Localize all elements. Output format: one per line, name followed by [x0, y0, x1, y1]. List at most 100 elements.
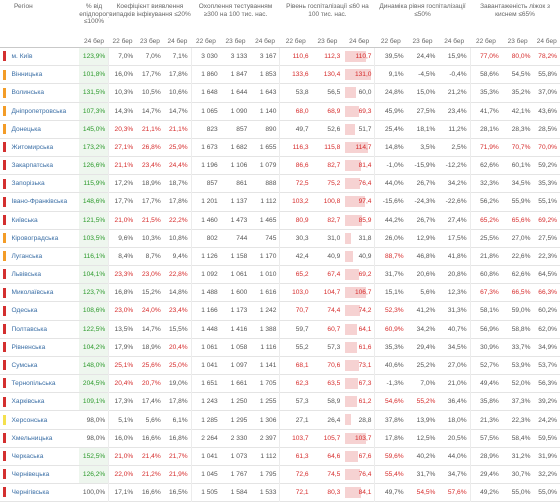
region-name[interactable]: Тернопільська: [11, 380, 56, 388]
oxygen-bed-load: 22,3%: [511, 416, 531, 424]
table-row[interactable]: Черкаська 152,5% 21,0% 21,4% 21,7% 1 041 1 073…: [0, 447, 560, 466]
table-row[interactable]: Сумська 148,0% 25,1% 25,6% 25,0% 1 041 1 097 1 …: [0, 356, 560, 375]
region-name[interactable]: Одеська: [11, 307, 38, 315]
date-header: 22 бер: [108, 37, 137, 48]
oxygen-bed-load: 55,9%: [511, 198, 531, 206]
testing-coverage: 1 126: [190, 247, 221, 266]
hospitalization-level: 68,1: [279, 356, 312, 375]
table-row[interactable]: м. Київ 123,9% 7,0% 7,0% 7,1% 3 030 3 133 3 167…: [0, 47, 560, 66]
table-row[interactable]: Запорізька 115,9% 17,2% 18,9% 18,7% 857 861 888…: [0, 174, 560, 193]
hospitalization-dynamics: 39,5%: [374, 47, 407, 66]
oxygen-bed-load: 32,2%: [538, 471, 557, 479]
table-row[interactable]: Львівська 104,1% 23,3% 23,0% 22,8% 1 092 1 061…: [0, 265, 560, 284]
table-row[interactable]: Закарпатська 126,6% 21,1% 23,4% 24,4% 1 196 1 …: [0, 156, 560, 175]
region-name[interactable]: Волинська: [11, 89, 45, 97]
region-name[interactable]: Луганська: [11, 252, 43, 260]
region-name[interactable]: Вінницька: [11, 71, 43, 79]
hospitalization-level: 27,1: [279, 410, 312, 430]
region-name[interactable]: Кіровоградська: [11, 234, 59, 242]
hospitalization-dynamics: 12,3%: [447, 289, 467, 297]
table-row[interactable]: Чернівецька 126,2% 22,0% 21,2% 21,9% 1 045 1 7…: [0, 465, 560, 484]
testing-coverage: 1 137: [230, 198, 248, 206]
region-name[interactable]: Житомирська: [11, 143, 54, 151]
hospitalization-value: 97,4: [358, 198, 372, 206]
table-row[interactable]: Харківська 109,1% 17,3% 17,4% 17,8% 1 243 1 25…: [0, 392, 560, 411]
detection-coef: 21,7%: [168, 452, 188, 460]
hospitalization-bar: [345, 396, 358, 408]
table-row[interactable]: Тернопільська 204,5% 20,4% 20,7% 19,0% 1 651 1…: [0, 374, 560, 393]
testing-coverage: 745: [265, 234, 277, 242]
hospitalization-dynamics: 17,8%: [374, 429, 407, 448]
hospitalization-dynamics: 29,4%: [416, 343, 436, 351]
date-header: 23 бер: [311, 37, 344, 48]
region-name[interactable]: Миколаївська: [11, 289, 54, 297]
region-name[interactable]: Полтавська: [11, 325, 48, 333]
table-row[interactable]: Кіровоградська 103,5% 9,6% 10,3% 10,8% 802 744…: [0, 229, 560, 248]
detection-coef: 17,8%: [168, 198, 188, 206]
testing-coverage: 1 533: [259, 489, 277, 497]
detection-coef: 9,4%: [172, 252, 188, 260]
table-row[interactable]: Рівненська 104,2% 17,9% 18,9% 20,4% 1 061 1 05…: [0, 338, 560, 357]
header-tests[interactable]: Охоплення тестуванням ≥300 на 100 тис. н…: [198, 3, 273, 18]
table-row[interactable]: Полтавська 122,5% 13,5% 14,7% 15,5% 1 448 1 41…: [0, 320, 560, 339]
hospitalization-dynamics: 15,1%: [374, 283, 407, 302]
hospitalization-level: 97,4: [343, 193, 375, 211]
table-row[interactable]: Житомирська 173,2% 27,1% 26,8% 25,9% 1 673 1 6…: [0, 138, 560, 157]
region-name[interactable]: Сумська: [11, 362, 38, 369]
region-name[interactable]: Івано-Франківська: [11, 198, 68, 206]
oxygen-bed-load: 28,1%: [469, 120, 502, 139]
table-row[interactable]: Івано-Франківська 148,6% 17,7% 17,7% 17,8% 1 …: [0, 192, 560, 212]
table-row[interactable]: Чернігівська 100,0% 17,1% 16,6% 16,5% 1 505 1 …: [0, 483, 560, 502]
testing-coverage: 1 196: [190, 156, 221, 175]
status-marker: [0, 120, 10, 138]
region-name[interactable]: Закарпатська: [11, 162, 53, 170]
detection-coef: 20,7%: [141, 380, 161, 388]
table-row[interactable]: Хмельницька 98,0% 16,0% 16,6% 16,8% 2 264 2 33…: [0, 429, 560, 448]
region-name[interactable]: Київська: [11, 216, 38, 224]
table-row[interactable]: Київська 121,5% 21,0% 21,5% 22,2% 1 460 1 473 1…: [0, 211, 560, 230]
header-region[interactable]: Регіон: [14, 3, 33, 10]
region-name[interactable]: Донецька: [11, 125, 41, 133]
table-row[interactable]: Донецька 145,0% 20,3% 21,1% 21,1% 823 857 890 49…: [0, 120, 560, 139]
header-pct[interactable]: % від епідпорогу ≤100%: [79, 3, 109, 26]
region-name[interactable]: Львівська: [11, 271, 42, 279]
status-marker: [0, 247, 10, 265]
region-name[interactable]: Дніпропетровська: [11, 107, 67, 115]
testing-coverage: 1 465: [259, 216, 277, 224]
header-hosp[interactable]: Рівень госпіталізації ≤60 на 100 тис. на…: [286, 3, 369, 18]
table-row[interactable]: Луганська 116,1% 8,4% 8,7% 9,4% 1 126 1 158 1 1…: [0, 247, 560, 266]
oxygen-bed-load: 67,3%: [469, 283, 502, 302]
table-body: м. Київ 123,9% 7,0% 7,0% 7,1% 3 030 3 133 3 167…: [0, 47, 560, 502]
testing-coverage: 1 141: [259, 362, 277, 369]
table-row[interactable]: Херсонська 98,0% 5,1% 5,6% 6,1% 1 285 1 295 1 3…: [0, 410, 560, 430]
detection-coef: 17,4%: [141, 398, 161, 406]
header-dyn[interactable]: Динаміка рівня госпіталізації ≤50%: [379, 3, 466, 18]
header-coef[interactable]: Коефіцієнт виявлення випадків інфікуванн…: [109, 3, 191, 18]
hospitalization-level: 74,5: [327, 471, 341, 479]
table-row[interactable]: Вінницька 101,8% 16,0% 17,7% 17,8% 1 860 1 847…: [0, 65, 560, 84]
oxygen-bed-load: 33,7%: [511, 343, 531, 351]
region-name[interactable]: Чернігівська: [11, 489, 50, 497]
region-name[interactable]: Херсонська: [11, 416, 48, 424]
oxygen-bed-load: 70,7%: [511, 143, 531, 151]
hospitalization-value: 73,1: [358, 362, 372, 369]
hospitalization-bar: [345, 287, 367, 299]
region-name[interactable]: Чернівецька: [11, 471, 50, 479]
table-row[interactable]: Миколаївська 123,7% 16,8% 15,2% 14,8% 1 488 1 …: [0, 283, 560, 302]
table-row[interactable]: Дніпропетровська 107,3% 14,3% 14,7% 14,7% 1 0…: [0, 102, 560, 121]
detection-coef: 17,7%: [141, 198, 161, 206]
hospitalization-dynamics: 40,6%: [374, 356, 407, 375]
region-name[interactable]: Черкаська: [11, 452, 44, 460]
date-header: 24 бер: [163, 37, 192, 48]
table-row[interactable]: Одеська 108,6% 23,0% 24,0% 23,4% 1 166 1 173 1 …: [0, 301, 560, 321]
detection-coef: 20,3%: [108, 120, 137, 139]
hospitalization-level: 60,7: [327, 325, 341, 333]
hospitalization-level: 61,3: [279, 447, 312, 466]
region-name[interactable]: м. Київ: [11, 53, 33, 61]
region-name[interactable]: Запорізька: [11, 180, 45, 188]
table-row[interactable]: Волинська 131,5% 10,3% 10,5% 10,6% 1 648 1 644…: [0, 83, 560, 103]
region-name[interactable]: Харківська: [11, 398, 45, 406]
region-name[interactable]: Хмельницька: [11, 434, 53, 442]
header-beds[interactable]: Завантаженість ліжок з киснем ≤65%: [480, 3, 550, 18]
region-name[interactable]: Рівненська: [11, 343, 46, 351]
